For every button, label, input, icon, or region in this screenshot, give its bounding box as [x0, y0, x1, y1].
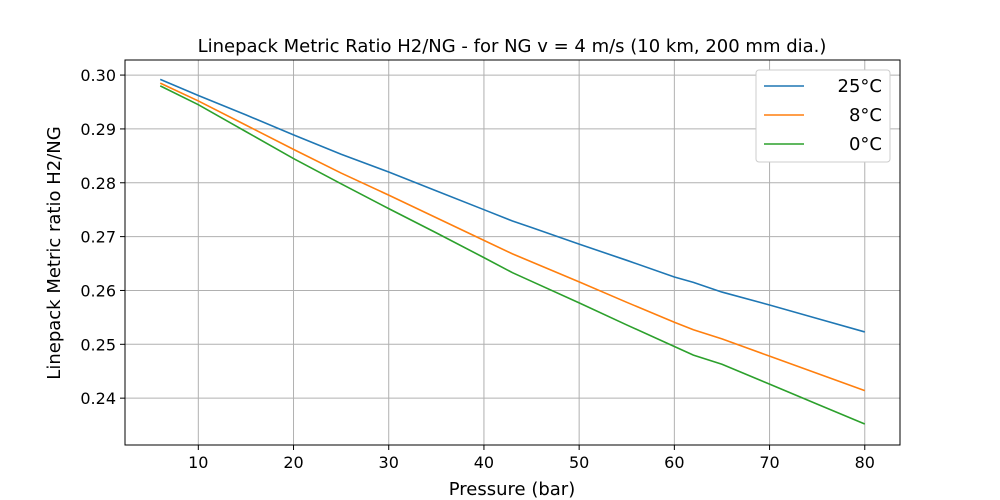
- x-tick-label: 80: [855, 453, 875, 472]
- x-axis-label: Pressure (bar): [449, 479, 575, 500]
- x-tick-label: 40: [474, 453, 494, 472]
- y-tick-label: 0.25: [80, 335, 116, 354]
- y-tick-label: 0.29: [80, 120, 116, 139]
- legend-label-8c: 8°C: [849, 105, 882, 126]
- y-tick-label: 0.28: [80, 174, 116, 193]
- legend-box: [755, 69, 891, 163]
- x-tick-label: 50: [569, 453, 589, 472]
- y-tick-label: 0.27: [80, 228, 116, 247]
- y-tick-label: 0.26: [80, 281, 116, 300]
- x-tick-label: 10: [188, 453, 208, 472]
- x-tick-label: 60: [664, 453, 684, 472]
- legend: 25°C 8°C 0°C: [755, 69, 891, 163]
- plot-frame: [124, 59, 901, 446]
- series-line-0c: [159, 85, 866, 425]
- x-axis-ticks: 10 20 30 40 50 60 70 80: [188, 445, 875, 472]
- series-lines: [159, 78, 866, 425]
- y-axis-label: Linepack Metric ratio H2/NG: [44, 126, 65, 379]
- series-line-25c: [159, 78, 865, 333]
- legend-label-0c: 0°C: [849, 134, 882, 155]
- legend-label-25c: 25°C: [838, 76, 882, 97]
- x-tick-label: 30: [379, 453, 399, 472]
- x-tick-label: 70: [759, 453, 779, 472]
- chart-title: Linepack Metric Ratio H2/NG - for NG v =…: [198, 36, 827, 57]
- y-tick-label: 0.30: [80, 66, 116, 85]
- y-tick-label: 0.24: [80, 389, 116, 408]
- y-axis-ticks: 0.24 0.25 0.26 0.27 0.28 0.29 0.30: [80, 66, 125, 408]
- series-line-8c: [159, 82, 866, 392]
- x-tick-label: 20: [283, 453, 303, 472]
